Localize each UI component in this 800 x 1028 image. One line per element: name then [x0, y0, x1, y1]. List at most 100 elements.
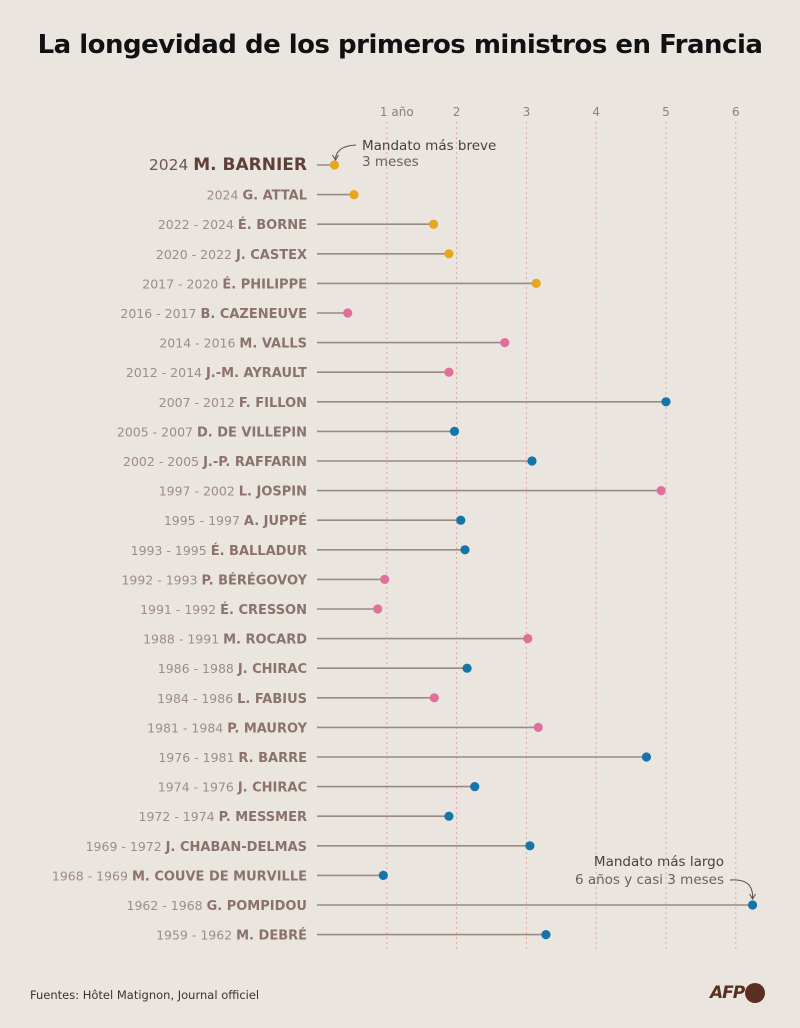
- axis-ticks: 1 año 2 3 4 5 6: [380, 105, 740, 119]
- row-11: 1997 - 2002 L. JOSPIN: [159, 484, 666, 500]
- row-label: 2014 - 2016 M. VALLS: [159, 336, 307, 352]
- row-years: 1976 - 1981: [158, 750, 238, 765]
- row-7: 2012 - 2014 J.-M. AYRAULT: [126, 365, 454, 381]
- row-name: É. BORNE: [238, 217, 307, 233]
- row-0: 2024 M. BARNIER: [149, 155, 340, 175]
- row-name: J. CHABAN-DELMAS: [165, 840, 307, 855]
- row-years: 1992 - 1993: [121, 572, 201, 587]
- chart-title: La longevidad de los primeros ministros …: [37, 30, 763, 60]
- row-label: 1969 - 1972 J. CHABAN-DELMAS: [86, 839, 307, 855]
- row-16: 1988 - 1991 M. ROCARD: [143, 632, 533, 648]
- row-name: J. CASTEX: [235, 248, 307, 263]
- row-label: 1988 - 1991 M. ROCARD: [143, 632, 307, 648]
- row-label: 2024 G. ATTAL: [207, 188, 307, 204]
- row-years: 1988 - 1991: [143, 632, 223, 647]
- row-years: 2017 - 2020: [142, 276, 222, 291]
- afp-logo: AFP: [710, 982, 766, 1004]
- dot-marker: [661, 397, 671, 407]
- row-label: 1962 - 1968 G. POMPIDOU: [127, 898, 307, 914]
- dot-marker: [525, 841, 535, 851]
- dot-marker: [349, 190, 359, 200]
- row-label: 2012 - 2014 J.-M. AYRAULT: [126, 365, 307, 381]
- row-name: P. MAUROY: [227, 721, 307, 736]
- row-years: 1972 - 1974: [139, 809, 219, 824]
- dot-marker: [380, 574, 390, 585]
- tick-label-3: 3: [523, 105, 531, 119]
- dot-marker: [343, 308, 353, 318]
- row-years: 2012 - 2014: [126, 365, 206, 380]
- row-name: É. BALLADUR: [211, 543, 307, 559]
- row-years: 2005 - 2007: [117, 424, 197, 439]
- row-name: J. CHIRAC: [237, 662, 307, 677]
- row-name: D. DE VILLEPIN: [197, 425, 307, 440]
- row-label: 1981 - 1984 P. MAUROY: [147, 720, 307, 736]
- row-label: 2024 M. BARNIER: [149, 155, 307, 175]
- row-years: 1991 - 1992: [140, 602, 220, 617]
- row-years: 1997 - 2002: [159, 484, 239, 499]
- row-label: 1986 - 1988 J. CHIRAC: [158, 661, 307, 677]
- row-label: 1993 - 1995 É. BALLADUR: [131, 543, 307, 559]
- dot-marker: [470, 782, 480, 792]
- dot-marker: [500, 338, 510, 348]
- row-1: 2024 G. ATTAL: [207, 188, 359, 204]
- row-22: 1972 - 1974 P. MESSMER: [139, 809, 454, 825]
- row-label: 1992 - 1993 P. BÉRÉGOVOY: [121, 572, 307, 588]
- row-label: 1991 - 1992 É. CRESSON: [140, 602, 307, 618]
- row-years: 1986 - 1988: [158, 661, 238, 676]
- dot-marker: [531, 278, 541, 288]
- row-label: 1984 - 1986 L. FABIUS: [157, 691, 307, 707]
- tick-label-2: 2: [453, 105, 461, 119]
- chart-rows: 2024 M. BARNIER 2024 G. ATTAL 2022 - 2024 …: [52, 155, 758, 944]
- tick-label-1: 1 año: [380, 105, 414, 119]
- row-label: 2022 - 2024 É. BORNE: [158, 217, 307, 233]
- dot-marker: [428, 219, 439, 229]
- row-years: 2014 - 2016: [159, 336, 239, 351]
- dot-marker: [460, 545, 470, 555]
- row-name: L. FABIUS: [237, 692, 307, 707]
- row-label: 1968 - 1969 M. COUVE DE MURVILLE: [52, 868, 307, 884]
- row-years: 2022 - 2024: [158, 217, 238, 232]
- row-label: 1959 - 1962 M. DEBRÉ: [156, 928, 307, 944]
- tick-label-5: 5: [662, 105, 670, 119]
- row-name: É. PHILIPPE: [222, 276, 307, 292]
- row-15: 1991 - 1992 É. CRESSON: [140, 602, 383, 618]
- row-label: 1974 - 1976 J. CHIRAC: [158, 780, 307, 796]
- row-4: 2017 - 2020 É. PHILIPPE: [142, 276, 541, 292]
- row-21: 1974 - 1976 J. CHIRAC: [158, 780, 480, 796]
- afp-logo-dot-icon: [745, 983, 766, 1003]
- row-24: 1968 - 1969 M. COUVE DE MURVILLE: [52, 868, 388, 884]
- annotation-arrow: [729, 879, 754, 899]
- row-name: J. CHIRAC: [237, 781, 307, 796]
- row-8: 2007 - 2012 F. FILLON: [159, 395, 671, 411]
- dot-marker: [541, 930, 551, 940]
- row-name: M. VALLS: [239, 337, 307, 352]
- row-label: 2002 - 2005 J.-P. RAFFARIN: [123, 454, 307, 470]
- row-name: P. BÉRÉGOVOY: [202, 572, 308, 588]
- row-years: 1993 - 1995: [131, 543, 211, 558]
- tick-label-6: 6: [732, 105, 740, 119]
- row-name: É. CRESSON: [220, 602, 307, 618]
- row-20: 1976 - 1981 R. BARRE: [158, 750, 652, 766]
- annotation-detail: 3 meses: [362, 154, 419, 170]
- row-years: 1981 - 1984: [147, 720, 227, 735]
- row-label: 1995 - 1997 A. JUPPÉ: [164, 513, 307, 529]
- row-14: 1992 - 1993 P. BÉRÉGOVOY: [121, 572, 390, 588]
- row-label: 1976 - 1981 R. BARRE: [158, 750, 307, 766]
- row-13: 1993 - 1995 É. BALLADUR: [131, 543, 470, 559]
- row-17: 1986 - 1988 J. CHIRAC: [158, 661, 472, 677]
- row-years: 2020 - 2022: [156, 247, 236, 262]
- dot-marker: [462, 663, 472, 673]
- dot-marker: [373, 604, 383, 614]
- dot-marker: [527, 456, 537, 466]
- row-years: 1969 - 1972: [86, 839, 166, 854]
- row-25: 1962 - 1968 G. POMPIDOU: [127, 898, 758, 914]
- afp-logo-text: AFP: [710, 983, 745, 1003]
- annotation-detail: 6 años y casi 3 meses: [575, 872, 724, 888]
- row-label: 1972 - 1974 P. MESSMER: [139, 809, 307, 825]
- row-12: 1995 - 1997 A. JUPPÉ: [164, 513, 466, 529]
- annotation-arrow: [334, 144, 357, 160]
- row-label: 2020 - 2022 J. CASTEX: [156, 247, 307, 263]
- row-years: 1995 - 1997: [164, 513, 244, 528]
